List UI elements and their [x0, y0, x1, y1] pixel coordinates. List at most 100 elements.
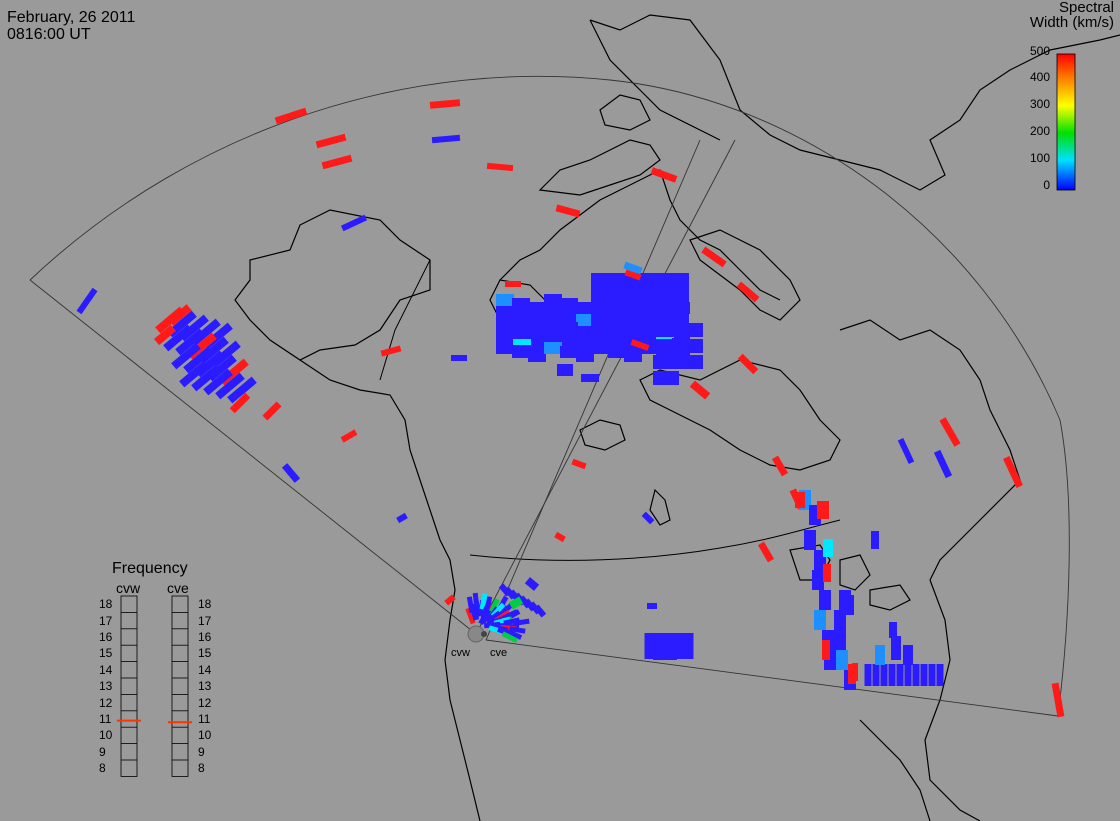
echo-cell: [501, 631, 519, 644]
frequency-tick-left: 17: [99, 613, 113, 628]
echo-cell: [665, 355, 679, 369]
echo-cell: [671, 301, 689, 315]
echo-cell: [842, 595, 854, 615]
echo-cell: [340, 214, 368, 232]
echo-cell: [513, 339, 531, 345]
echo-cell: [671, 287, 689, 301]
echo-cell: [560, 322, 578, 334]
echo-cell: [607, 273, 625, 287]
echo-cell: [836, 650, 848, 670]
echo-cell: [608, 346, 626, 358]
echo-cell: [624, 350, 642, 362]
frequency-tick-right: 10: [198, 728, 212, 743]
frequency-tick-right: 13: [198, 679, 212, 694]
echo-cell: [888, 664, 896, 686]
echo-cell: [623, 261, 643, 275]
echo-cell: [665, 323, 679, 337]
great-lakes-3: [869, 584, 911, 611]
echo-cell: [653, 323, 667, 337]
echo-cell: [576, 326, 594, 338]
echo-cell: [496, 306, 514, 318]
frequency-tick-left: 9: [99, 744, 106, 759]
echo-cell: [591, 315, 609, 329]
echo-cell: [823, 564, 831, 582]
echo-cell: [528, 314, 546, 326]
echo-cell: [639, 273, 657, 287]
gulf-mexico-edge: [859, 719, 931, 821]
us-canada-border: [469, 519, 841, 561]
echo-cell: [179, 360, 209, 388]
east-coast: [924, 579, 981, 821]
echo-cell: [644, 645, 652, 659]
echo-cell: [623, 287, 641, 301]
echo-cell: [544, 306, 562, 318]
echo-cell: [880, 664, 888, 686]
echo-cell: [576, 302, 594, 314]
echo-cell: [736, 281, 760, 303]
echo-cell: [451, 355, 467, 361]
echo-cell: [512, 298, 530, 310]
echo-cell: [544, 342, 562, 354]
echo-cell: [321, 154, 353, 170]
echo-cell: [814, 610, 826, 630]
echo-cell: [677, 339, 691, 353]
echo-cell: [274, 107, 308, 125]
echo-cell: [639, 301, 657, 315]
echo-cell: [554, 531, 566, 543]
frequency-scale-cvw: [120, 595, 138, 777]
echo-cell: [396, 512, 408, 524]
site-marker-cve: [481, 631, 487, 637]
echo-cell: [76, 287, 98, 315]
echo-cell: [168, 304, 192, 326]
frequency-tick-left: 13: [99, 679, 113, 694]
echo-cell: [528, 338, 546, 350]
echo-cell: [512, 322, 530, 334]
fov-outer-arc: [29, 75, 1070, 717]
echo-cell: [864, 664, 872, 686]
echo-cell: [623, 315, 641, 329]
echo-cell: [473, 603, 480, 620]
echo-cell: [576, 350, 594, 362]
frequency-tick-right: 15: [198, 646, 212, 661]
echo-cell: [557, 364, 573, 376]
frequency-label-cvw: cvw: [116, 580, 141, 596]
echo-cell: [903, 645, 913, 665]
echo-cell: [203, 368, 233, 396]
site-label-cve: cve: [490, 647, 508, 659]
hudson-bay: [639, 359, 841, 471]
echo-cell: [655, 301, 673, 315]
echo-cell: [560, 310, 578, 322]
echo-cell: [607, 301, 625, 315]
echo-cell: [686, 633, 694, 647]
echo-cell: [544, 330, 562, 342]
echo-cell: [936, 664, 944, 686]
echo-cell: [639, 315, 657, 329]
echo-cell: [834, 630, 846, 650]
echo-cell: [528, 350, 546, 362]
echo-cell: [485, 610, 502, 625]
echo-cell: [496, 342, 514, 354]
echo-cell: [641, 511, 655, 525]
echo-cell: [513, 618, 530, 626]
echo-cell: [896, 664, 904, 686]
echo-cell: [465, 607, 476, 625]
echo-cell: [429, 99, 461, 109]
echo-cell: [665, 371, 679, 385]
colorbar-tick: 400: [1029, 70, 1050, 84]
echo-cell: [624, 269, 642, 281]
echo-cell: [822, 640, 830, 660]
echo-cell: [576, 338, 594, 350]
echo-cell: [689, 380, 711, 400]
echo-cell: [505, 629, 523, 640]
echo-cell: [771, 455, 789, 477]
time-text: 0816:00 UT: [7, 26, 91, 43]
frequency-tick-right: 8: [198, 761, 205, 776]
echo-cell: [871, 531, 879, 549]
fov-right-edge: [485, 639, 1059, 717]
echo-cell: [607, 315, 625, 329]
echo-cell: [480, 600, 492, 618]
echo-cell: [852, 663, 858, 681]
echo-cell: [163, 324, 193, 352]
echo-cell: [171, 342, 201, 370]
